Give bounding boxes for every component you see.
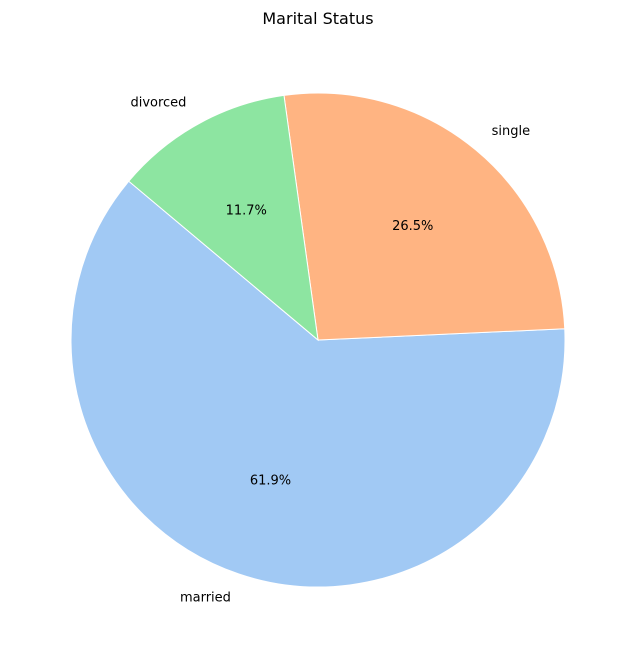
slice-married — [70, 180, 566, 588]
slice-label-divorced: divorced — [130, 95, 186, 110]
slice-label-single: single — [492, 124, 531, 139]
slice-label-married: married — [180, 590, 231, 605]
chart-title: Marital Status — [262, 9, 373, 28]
pie-labels: married 61.9% single 26.5% divorced 11.7% — [130, 95, 530, 605]
slice-pct-single: 26.5% — [392, 219, 433, 234]
pie-slices — [70, 92, 566, 588]
slice-pct-divorced: 11.7% — [226, 203, 267, 218]
slice-divorced — [128, 94, 319, 342]
slice-pct-married: 61.9% — [250, 473, 291, 488]
slice-single — [283, 92, 566, 341]
